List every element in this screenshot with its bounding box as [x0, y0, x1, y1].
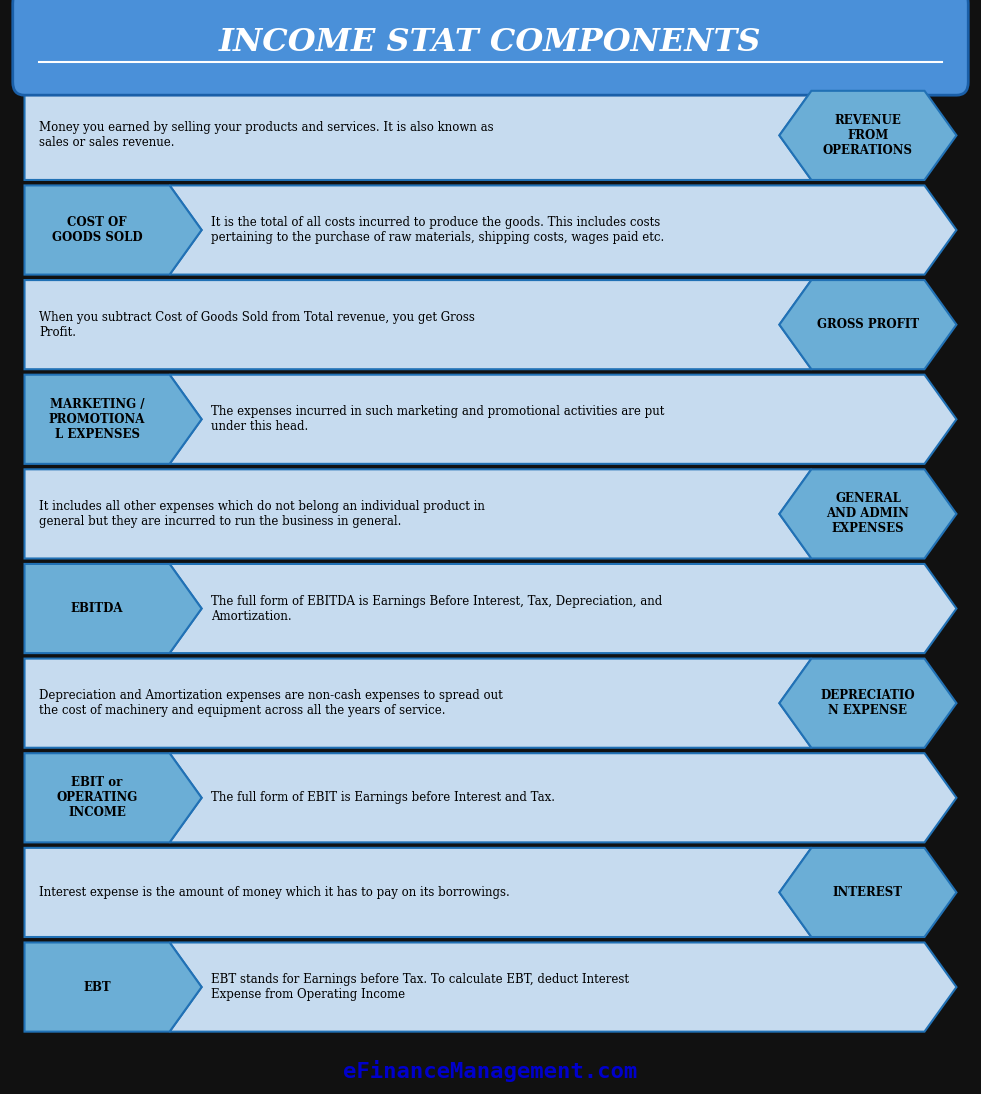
Text: When you subtract Cost of Goods Sold from Total revenue, you get Gross
Profit.: When you subtract Cost of Goods Sold fro…: [39, 311, 475, 339]
Text: GENERAL
AND ADMIN
EXPENSES: GENERAL AND ADMIN EXPENSES: [827, 492, 909, 535]
Polygon shape: [780, 469, 956, 558]
Text: COST OF
GOODS SOLD: COST OF GOODS SOLD: [52, 216, 142, 244]
Polygon shape: [25, 185, 202, 275]
Polygon shape: [25, 659, 811, 747]
Polygon shape: [25, 942, 202, 1032]
Text: INTEREST: INTEREST: [833, 886, 903, 899]
Polygon shape: [25, 848, 811, 936]
Polygon shape: [780, 659, 956, 747]
Text: REVENUE
FROM
OPERATIONS: REVENUE FROM OPERATIONS: [823, 114, 913, 156]
Text: It includes all other expenses which do not belong an individual product in
gene: It includes all other expenses which do …: [39, 500, 486, 528]
Text: The full form of EBITDA is Earnings Before Interest, Tax, Depreciation, and
Amor: The full form of EBITDA is Earnings Befo…: [212, 594, 662, 622]
Text: The expenses incurred in such marketing and promotional activities are put
under: The expenses incurred in such marketing …: [212, 405, 665, 433]
Polygon shape: [25, 91, 811, 179]
Text: DEPRECIATIO
N EXPENSE: DEPRECIATIO N EXPENSE: [821, 689, 915, 718]
Polygon shape: [25, 753, 202, 842]
Polygon shape: [780, 848, 956, 936]
Polygon shape: [780, 280, 956, 370]
Polygon shape: [170, 374, 956, 464]
Text: Depreciation and Amortization expenses are non-cash expenses to spread out
the c: Depreciation and Amortization expenses a…: [39, 689, 503, 718]
Polygon shape: [170, 942, 956, 1032]
Text: EBT stands for Earnings before Tax. To calculate EBT, deduct Interest
Expense fr: EBT stands for Earnings before Tax. To c…: [212, 973, 630, 1001]
Text: Interest expense is the amount of money which it has to pay on its borrowings.: Interest expense is the amount of money …: [39, 886, 510, 899]
Polygon shape: [170, 185, 956, 275]
Text: GROSS PROFIT: GROSS PROFIT: [817, 318, 919, 331]
Text: EBIT or
OPERATING
INCOME: EBIT or OPERATING INCOME: [57, 777, 137, 819]
Text: EBITDA: EBITDA: [71, 602, 124, 615]
Polygon shape: [25, 280, 811, 370]
FancyBboxPatch shape: [13, 0, 968, 95]
Polygon shape: [170, 753, 956, 842]
Text: INCOME STAT COMPONENTS: INCOME STAT COMPONENTS: [219, 27, 762, 58]
Polygon shape: [25, 469, 811, 558]
Text: MARKETING /
PROMOTIONA
L EXPENSES: MARKETING / PROMOTIONA L EXPENSES: [49, 398, 145, 441]
Text: Money you earned by selling your products and services. It is also known as
sale: Money you earned by selling your product…: [39, 121, 493, 150]
Text: It is the total of all costs incurred to produce the goods. This includes costs
: It is the total of all costs incurred to…: [212, 216, 665, 244]
Text: eFinanceManagement.com: eFinanceManagement.com: [343, 1060, 638, 1082]
Text: EBT: EBT: [83, 980, 111, 993]
Polygon shape: [780, 91, 956, 179]
Text: The full form of EBIT is Earnings before Interest and Tax.: The full form of EBIT is Earnings before…: [212, 791, 555, 804]
Polygon shape: [25, 374, 202, 464]
Polygon shape: [25, 565, 202, 653]
Polygon shape: [170, 565, 956, 653]
